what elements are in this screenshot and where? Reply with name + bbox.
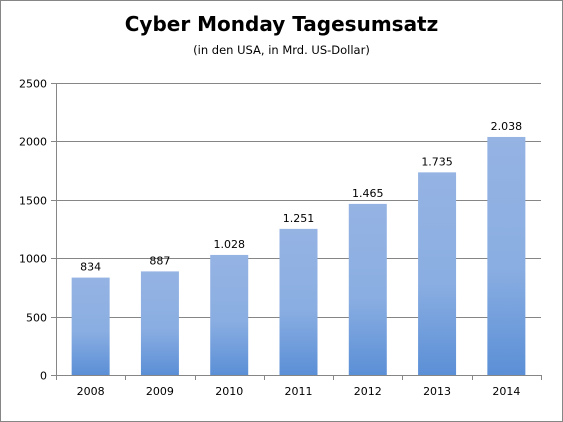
y-tick-label: 2500	[19, 78, 47, 91]
bar-2009	[140, 271, 179, 375]
bar-2011	[279, 228, 318, 375]
bar-2008	[71, 277, 110, 375]
data-label: 1.251	[283, 212, 315, 225]
y-tick-label: 2000	[19, 136, 47, 149]
bar-2010	[210, 254, 249, 375]
labels: 0 500 1000 1500 2000 2500 2008 834 2009 887 2010 1.…	[19, 78, 522, 399]
y-tick-label: 1000	[19, 253, 47, 266]
chart-title: Cyber Monday Tagesumsatz	[124, 12, 439, 36]
bar-2012	[348, 203, 387, 375]
x-tick-label: 2009	[146, 385, 174, 398]
axes	[51, 83, 542, 380]
data-label: 1.465	[352, 187, 384, 200]
bar-2013	[418, 172, 457, 375]
bar-2014	[487, 136, 526, 375]
y-tick-label: 500	[26, 312, 47, 325]
x-tick-label: 2014	[492, 385, 520, 398]
data-label: 887	[149, 254, 170, 267]
data-label: 834	[80, 261, 101, 274]
data-label: 1.735	[421, 155, 453, 168]
data-label: 2.038	[491, 120, 523, 133]
x-tick-label: 2013	[423, 385, 451, 398]
x-tick-label: 2011	[285, 385, 313, 398]
data-label: 1.028	[213, 238, 245, 251]
x-tick-label: 2010	[215, 385, 243, 398]
x-tick-label: 2008	[77, 385, 105, 398]
gridlines	[56, 83, 541, 318]
chart-subtitle: (in den USA, in Mrd. US-Dollar)	[193, 43, 370, 57]
y-tick-label: 0	[40, 370, 47, 383]
y-tick-label: 1500	[19, 195, 47, 208]
bars	[71, 136, 526, 375]
x-tick-label: 2012	[354, 385, 382, 398]
